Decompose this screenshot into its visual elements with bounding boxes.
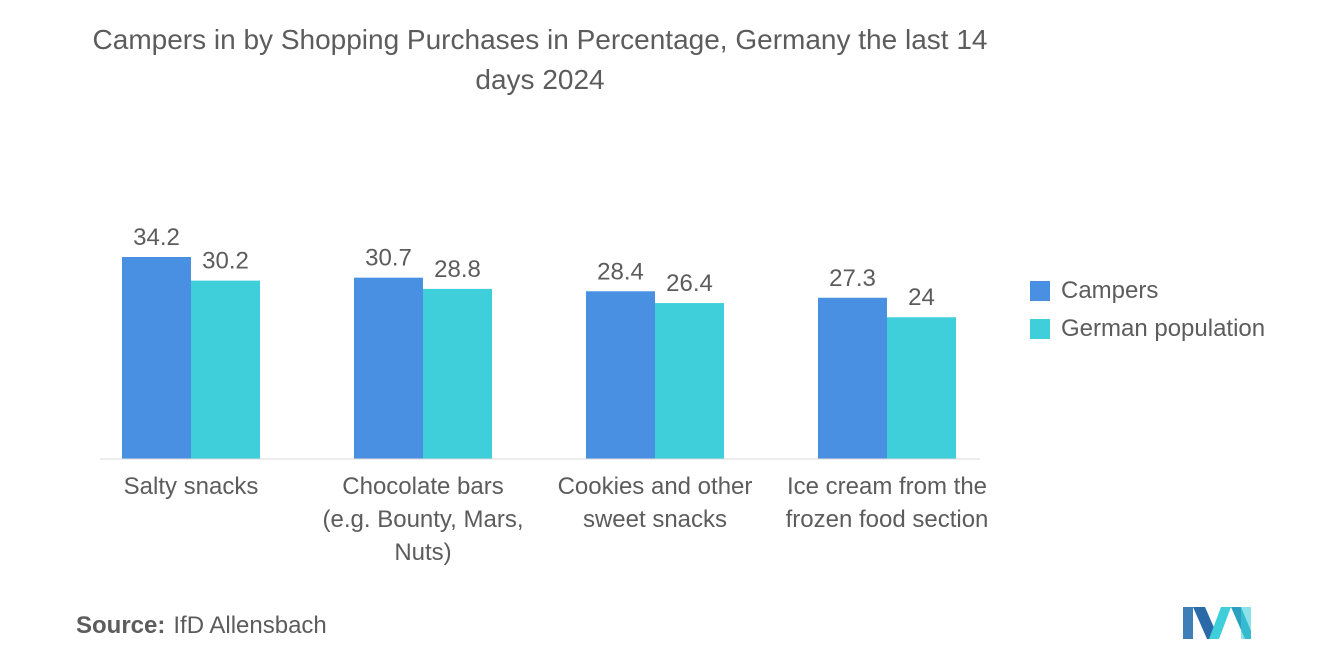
bar-german-population-3 — [887, 317, 956, 459]
source-label: Source: — [76, 612, 166, 639]
x-tick-label-line: Ice cream from the — [787, 473, 987, 500]
chart-title: Campers in by Shopping Purchases in Perc… — [92, 24, 988, 95]
bar-campers-0 — [122, 257, 191, 459]
x-tick-label-2: Cookies and other sweet snacks — [558, 473, 753, 533]
x-tick-label-line: Cookies and other — [558, 473, 753, 500]
data-label-german-population-3: 24 — [908, 284, 935, 311]
legend: Campers German population — [1030, 272, 1265, 348]
data-label-german-population-2: 26.4 — [666, 270, 713, 297]
data-label-german-population-0: 30.2 — [202, 248, 249, 275]
bar-german-population-2 — [655, 303, 724, 459]
x-tick-label-line: Chocolate bars — [342, 473, 503, 500]
x-tick-label-line: Salty snacks — [124, 473, 259, 500]
x-tick-label-0: Salty snacks — [124, 473, 259, 500]
legend-item-campers[interactable]: Campers — [1030, 272, 1265, 310]
data-label-campers-0: 34.2 — [133, 224, 180, 251]
data-label-campers-1: 30.7 — [365, 245, 412, 272]
legend-item-german-population[interactable]: German population — [1030, 310, 1265, 348]
bar-campers-3 — [818, 297, 887, 459]
x-tick-label-3: Ice cream from the frozen food section — [786, 473, 989, 533]
bar-german-population-1 — [423, 288, 492, 459]
legend-swatch-german-population — [1030, 319, 1050, 339]
x-tick-label-line: Nuts) — [394, 539, 451, 566]
bar-campers-1 — [354, 277, 423, 459]
bar-campers-2 — [586, 291, 655, 459]
x-tick-label-1: Chocolate bars (e.g. Bounty, Mars, Nuts) — [323, 473, 524, 566]
legend-label-campers: Campers — [1061, 277, 1159, 304]
data-label-german-population-1: 28.8 — [434, 256, 481, 283]
source-text: IfD Allensbach — [173, 612, 327, 639]
data-label-campers-2: 28.4 — [597, 258, 644, 285]
legend-swatch-campers — [1030, 281, 1050, 301]
source-note: Source: IfD Allensbach — [76, 612, 327, 640]
brand-logo-icon — [1183, 607, 1251, 639]
bar-german-population-0 — [191, 280, 260, 459]
bar-chart: 34.2 30.2 Salty snacks 30.7 28.8 Chocolate ba… — [100, 224, 989, 566]
x-tick-label-line: sweet snacks — [583, 506, 727, 533]
x-tick-label-line: frozen food section — [786, 506, 989, 533]
data-label-campers-3: 27.3 — [829, 265, 876, 292]
legend-label-german-population: German population — [1061, 315, 1266, 342]
x-tick-label-line: (e.g. Bounty, Mars, — [323, 506, 524, 533]
